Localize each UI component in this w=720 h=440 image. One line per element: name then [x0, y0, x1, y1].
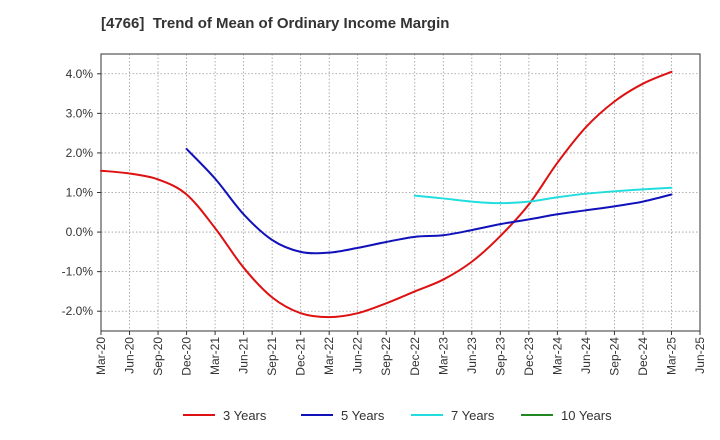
x-tick-label: Dec-23: [522, 337, 536, 376]
legend-label-3: 7 Years: [451, 408, 495, 423]
x-tick-label: Sep-20: [151, 337, 165, 376]
x-tick-label: Dec-20: [180, 337, 194, 376]
x-tick-label: Jun-20: [123, 337, 137, 374]
x-tick-label: Sep-24: [607, 337, 621, 376]
legend-label-2: 5 Years: [341, 408, 385, 423]
x-tick-label: Jun-22: [351, 337, 365, 374]
y-tick-label: -2.0%: [62, 304, 94, 318]
x-tick-label: Dec-22: [408, 337, 422, 376]
legend-layer: 3 Years 5 Years 7 Years 10 Years: [183, 408, 612, 423]
x-tick-label: Mar-25: [664, 337, 678, 375]
y-tick-label: 4.0%: [66, 67, 94, 81]
x-tick-label: Jun-25: [693, 337, 707, 374]
x-tick-label: Sep-22: [379, 337, 393, 376]
series-layer: [100, 70, 673, 319]
legend-label-4: 10 Years: [561, 408, 612, 423]
x-tick-label: Jun-23: [465, 337, 479, 374]
x-tick-label: Mar-22: [322, 337, 336, 375]
series-line-2: [185, 147, 673, 255]
y-tick-label: 2.0%: [66, 146, 94, 160]
chart-title: [4766] Trend of Mean of Ordinary Income …: [101, 15, 450, 32]
x-tick-label: Sep-21: [265, 337, 279, 376]
series-line-3: [413, 186, 673, 205]
legend-label-1: 3 Years: [223, 408, 267, 423]
x-tick-label: Dec-21: [294, 337, 308, 376]
y-tick-label: 0.0%: [66, 225, 94, 239]
x-tick-label: Dec-24: [636, 337, 650, 376]
x-tick-label: Mar-23: [436, 337, 450, 375]
x-tick-label: Mar-20: [94, 337, 108, 375]
x-tick-label: Mar-21: [208, 337, 222, 375]
series-line-1: [100, 70, 673, 319]
y-tick-label: 1.0%: [66, 186, 94, 200]
x-tick-label: Mar-24: [550, 337, 564, 375]
x-tick-label: Jun-21: [237, 337, 251, 374]
x-tick-label: Jun-24: [579, 337, 593, 374]
x-tick-label: Sep-23: [493, 337, 507, 376]
y-tick-label: 3.0%: [66, 106, 94, 120]
y-tick-label: -1.0%: [62, 265, 94, 279]
axis-layer: -2.0% -1.0% 0.0% 1.0% 2.0% 3.0% 4.0% Mar-20 Jun-…: [62, 53, 707, 376]
